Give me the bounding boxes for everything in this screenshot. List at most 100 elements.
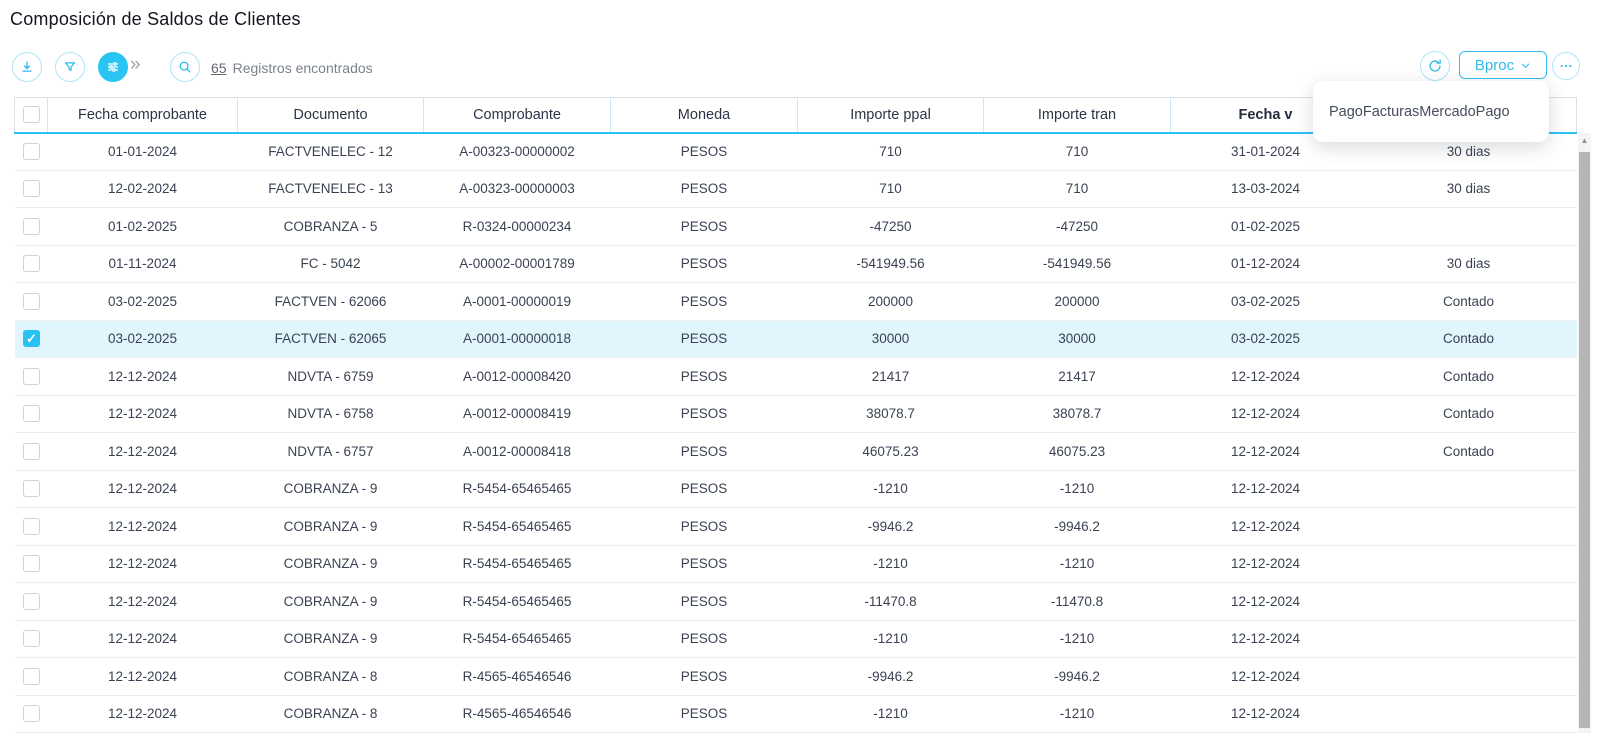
- view-settings-button[interactable]: [98, 52, 128, 82]
- row-checkbox[interactable]: [22, 667, 40, 685]
- cell-comprobante: A-0012-00008420: [423, 357, 611, 396]
- column-header-importe-tran[interactable]: Importe tran: [983, 97, 1171, 134]
- cell-fecha-vencimiento: 12-12-2024: [1170, 695, 1361, 733]
- row-checkbox[interactable]: [22, 480, 40, 498]
- cell-fecha-comprobante: 12-12-2024: [47, 507, 238, 546]
- table-row[interactable]: 12-12-2024 NDVTA - 6758 A-0012-00008419 …: [14, 395, 1577, 433]
- table-row[interactable]: 01-11-2024 FC - 5042 A-00002-00001789 PE…: [14, 245, 1577, 283]
- cell-condicion: [1360, 470, 1577, 508]
- cell-moneda: PESOS: [610, 245, 798, 283]
- row-select-cell: [14, 507, 48, 546]
- table-row[interactable]: 01-02-2025 COBRANZA - 5 R-0324-00000234 …: [14, 207, 1577, 246]
- row-checkbox[interactable]: [22, 217, 40, 235]
- row-checkbox[interactable]: [22, 517, 40, 535]
- table-row[interactable]: 12-12-2024 COBRANZA - 8 R-4565-46546546 …: [14, 657, 1577, 696]
- row-select-cell: [14, 132, 48, 171]
- cell-documento: COBRANZA - 8: [237, 657, 424, 696]
- refresh-icon: [1426, 57, 1444, 75]
- cell-documento: FC - 5042: [237, 245, 424, 283]
- table-row[interactable]: 12-12-2024 COBRANZA - 9 R-5454-65465465 …: [14, 582, 1577, 621]
- table-row[interactable]: 03-02-2025 FACTVEN - 62066 A-0001-000000…: [14, 282, 1577, 321]
- table-row[interactable]: 12-12-2024 COBRANZA - 9 R-5454-65465465 …: [14, 470, 1577, 508]
- table-row[interactable]: 12-12-2024 NDVTA - 6759 A-0012-00008420 …: [14, 357, 1577, 396]
- cell-moneda: PESOS: [610, 582, 798, 621]
- row-select-cell: [14, 207, 48, 246]
- cell-importe-ppal: -9946.2: [797, 507, 984, 546]
- cell-comprobante: R-4565-46546546: [423, 657, 611, 696]
- row-checkbox[interactable]: [22, 630, 40, 648]
- cell-comprobante: R-5454-65465465: [423, 470, 611, 508]
- table-row[interactable]: 12-02-2024 FACTVENELEC - 13 A-00323-0000…: [14, 170, 1577, 208]
- row-checkbox[interactable]: [22, 180, 40, 198]
- cell-documento: COBRANZA - 9: [237, 545, 424, 583]
- cell-comprobante: A-0001-00000019: [423, 282, 611, 321]
- row-checkbox[interactable]: [22, 292, 40, 310]
- expand-chevrons-icon[interactable]: »: [130, 54, 141, 75]
- cell-importe-tran: -1210: [983, 620, 1171, 658]
- search-button[interactable]: [170, 52, 200, 82]
- table-row[interactable]: 12-12-2024 COBRANZA - 8 R-4565-46546546 …: [14, 695, 1577, 733]
- cell-fecha-vencimiento: 12-12-2024: [1170, 582, 1361, 621]
- table-row[interactable]: 12-12-2024 COBRANZA - 9 R-5454-65465465 …: [14, 507, 1577, 546]
- row-select-cell: [14, 282, 48, 321]
- download-button[interactable]: [12, 52, 42, 82]
- select-all-checkbox[interactable]: [22, 106, 40, 124]
- cell-fecha-vencimiento: 13-03-2024: [1170, 170, 1361, 208]
- cell-fecha-vencimiento: 12-12-2024: [1170, 620, 1361, 658]
- cell-fecha-comprobante: 01-02-2025: [47, 207, 238, 246]
- bproc-menu-item-pago-facturas-mercadopago[interactable]: PagoFacturasMercadoPago: [1329, 103, 1510, 120]
- cell-fecha-vencimiento: 12-12-2024: [1170, 432, 1361, 471]
- bproc-dropdown-button[interactable]: Bproc: [1459, 51, 1547, 79]
- row-checkbox[interactable]: [22, 367, 40, 385]
- records-count-link[interactable]: 65: [211, 60, 227, 76]
- column-header-importe-ppal[interactable]: Importe ppal: [797, 97, 984, 134]
- row-checkbox[interactable]: [22, 555, 40, 573]
- row-checkbox[interactable]: [22, 143, 40, 160]
- cell-moneda: PESOS: [610, 320, 798, 358]
- more-options-button[interactable]: [1552, 52, 1580, 80]
- refresh-button[interactable]: [1420, 51, 1450, 81]
- cell-importe-tran: -1210: [983, 695, 1171, 733]
- cell-fecha-comprobante: 12-12-2024: [47, 695, 238, 733]
- bproc-label: Bproc: [1474, 56, 1515, 74]
- cell-importe-ppal: -1210: [797, 695, 984, 733]
- cell-comprobante: A-00002-00001789: [423, 245, 611, 283]
- column-header-moneda[interactable]: Moneda: [610, 97, 798, 134]
- row-checkbox[interactable]: [22, 405, 40, 423]
- row-checkbox[interactable]: [22, 705, 40, 723]
- table-body: 01-01-2024 FACTVENELEC - 12 A-00323-0000…: [14, 132, 1577, 733]
- column-header-comprobante[interactable]: Comprobante: [423, 97, 611, 134]
- row-checkbox[interactable]: [22, 255, 40, 273]
- row-select-cell: [14, 582, 48, 621]
- cell-condicion: [1360, 582, 1577, 621]
- cell-fecha-vencimiento: 01-12-2024: [1170, 245, 1361, 283]
- column-header-documento[interactable]: Documento: [237, 97, 424, 134]
- cell-fecha-comprobante: 12-02-2024: [47, 170, 238, 208]
- row-select-cell: [14, 470, 48, 508]
- vertical-scrollbar-thumb[interactable]: [1579, 152, 1590, 728]
- cell-documento: COBRANZA - 9: [237, 507, 424, 546]
- table-row[interactable]: 03-02-2025 FACTVEN - 62065 A-0001-000000…: [14, 320, 1577, 358]
- scroll-up-arrow-icon[interactable]: ▲: [1580, 136, 1589, 145]
- filter-button[interactable]: [55, 52, 85, 82]
- bproc-dropdown-menu: PagoFacturasMercadoPago: [1313, 81, 1549, 142]
- cell-condicion: [1360, 620, 1577, 658]
- row-checkbox[interactable]: [22, 592, 40, 610]
- row-select-cell: [14, 620, 48, 658]
- page-title: Composición de Saldos de Clientes: [10, 9, 301, 29]
- table-row[interactable]: 12-12-2024 COBRANZA - 9 R-5454-65465465 …: [14, 545, 1577, 583]
- cell-documento: FACTVENELEC - 12: [237, 132, 424, 171]
- cell-moneda: PESOS: [610, 470, 798, 508]
- row-checkbox[interactable]: [22, 442, 40, 460]
- table-row[interactable]: 12-12-2024 COBRANZA - 9 R-5454-65465465 …: [14, 620, 1577, 658]
- table-row[interactable]: 12-12-2024 NDVTA - 6757 A-0012-00008418 …: [14, 432, 1577, 471]
- column-header-fecha-comprobante[interactable]: Fecha comprobante: [47, 97, 238, 134]
- cell-moneda: PESOS: [610, 207, 798, 246]
- row-select-cell: [14, 170, 48, 208]
- cell-comprobante: A-00323-00000003: [423, 170, 611, 208]
- cell-fecha-comprobante: 03-02-2025: [47, 282, 238, 321]
- cell-comprobante: R-5454-65465465: [423, 582, 611, 621]
- cell-fecha-comprobante: 12-12-2024: [47, 545, 238, 583]
- cell-moneda: PESOS: [610, 657, 798, 696]
- row-checkbox[interactable]: [22, 330, 40, 348]
